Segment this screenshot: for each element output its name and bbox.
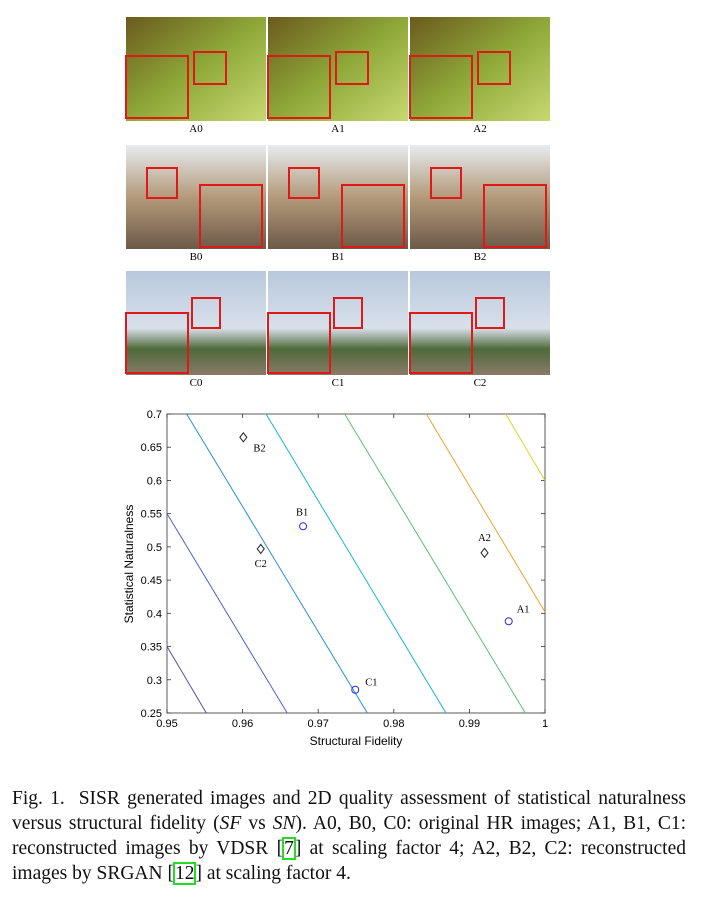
caption-text: ). A0, B0, C0: original HR images; A1, B… [12,813,686,859]
citation-link[interactable]: 7 [282,837,296,860]
image-label: A0 [189,123,203,135]
point [480,547,489,559]
image [268,271,408,375]
contour-line [505,413,546,481]
zoom-box [146,167,178,199]
image [126,17,266,121]
y-tick-label: 0.45 [141,575,162,587]
zoom-box [125,312,189,374]
point-label: B1 [296,507,308,518]
zoom-box [477,51,511,85]
image [126,271,266,375]
y-tick-label: 0.25 [141,708,162,720]
plot: 0.95 0.96 0.97 0.98 0.99 1 0.25 0.3 0.35 0.4 0.45 0… [141,409,548,730]
image-label: B1 [332,251,345,263]
image-label: B2 [474,251,487,263]
image [410,271,550,375]
x-tick-label: 0.97 [307,718,328,730]
image [410,17,550,121]
figure: A0 A1 A2 B0 B1 B2 C0 C1 C2 0.95 0.96 0.97 0.98 0.99 1… [122,17,550,748]
point-label: A2 [478,533,491,544]
y-axis-label: Statistical Naturalness [122,505,136,624]
image [268,17,408,121]
zoom-box [288,167,320,199]
zoom-box [483,184,547,248]
x-tick-label: 0.99 [459,718,480,730]
contour-line [265,413,447,714]
image-grid: A0 A1 A2 B0 B1 B2 C0 C1 C2 [125,17,550,389]
point [256,543,265,555]
zoom-box [409,312,473,374]
caption-label: Fig. 1. [12,788,65,809]
point [351,685,360,694]
point [299,522,308,531]
point-label: C1 [365,678,377,689]
contour-line [166,513,288,714]
zoom-box [341,184,405,248]
caption-text: ] at scaling factor 4; A2, B2, C2: recon… [12,838,686,884]
image-label: B0 [190,251,203,263]
image-label: C1 [332,377,345,389]
contour-line [425,413,546,613]
caption-text: ] at scaling factor 4. [195,863,351,884]
point [239,431,248,443]
citation-link[interactable]: 12 [172,862,197,885]
y-tick-label: 0.7 [147,409,162,421]
point [504,617,513,626]
image-label: C2 [474,377,487,389]
image-label: C0 [190,377,203,389]
image-label: A2 [473,123,486,135]
y-tick-label: 0.6 [147,475,162,487]
y-tick-label: 0.3 [147,675,162,687]
zoom-box [125,55,189,119]
zoom-box [191,297,221,329]
zoom-box [335,51,369,85]
caption-text: SN [272,813,296,834]
zoom-box [430,167,462,199]
zoom-box [475,297,505,329]
y-tick-label: 0.5 [147,542,162,554]
caption: Fig. 1. SISR generated images and 2D qual… [12,786,686,886]
contour-line [166,646,207,714]
point-label: B2 [253,443,265,454]
x-tick-label: 0.95 [156,718,177,730]
x-axis-label: Structural Fidelity [310,734,403,748]
point-label: A1 [517,604,530,615]
y-tick-label: 0.65 [141,442,162,454]
x-tick-label: 1 [542,718,548,730]
contour-line [186,413,368,714]
axes-box [166,413,546,714]
zoom-box [267,55,331,119]
zoom-box [409,55,473,119]
zoom-box [333,297,363,329]
x-tick-label: 0.98 [383,718,404,730]
y-tick-label: 0.4 [147,608,162,620]
x-tick-label: 0.96 [232,718,253,730]
image-label: A1 [331,123,344,135]
zoom-box [199,184,263,248]
y-tick-label: 0.55 [141,509,162,521]
y-tick-label: 0.35 [141,642,162,654]
caption-text: vs [241,813,273,834]
zoom-box [267,312,331,374]
point-label: C2 [255,559,267,570]
caption-text: SISR generated images and 2D quality ass… [12,788,686,834]
caption-text: SF [219,813,242,834]
zoom-box [193,51,227,85]
contour-line [344,413,526,714]
